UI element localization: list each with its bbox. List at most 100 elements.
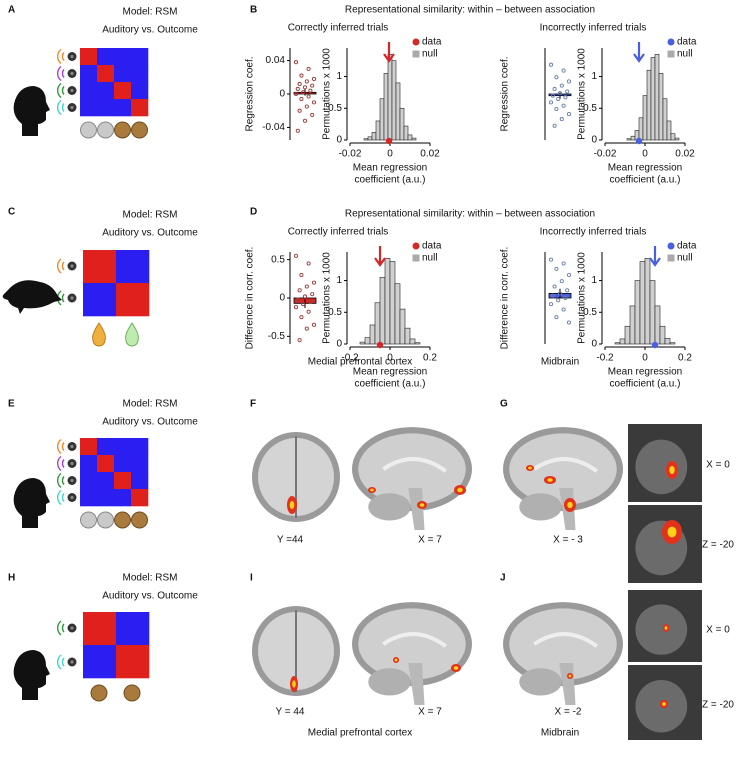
legend-marker <box>667 242 675 250</box>
data-point <box>299 315 304 320</box>
brain-slice <box>519 668 562 696</box>
legend-marker <box>412 50 420 58</box>
matrix-cell <box>114 438 132 456</box>
data-point <box>561 68 566 73</box>
histogram-bar <box>379 98 385 141</box>
observed-dot <box>376 341 384 349</box>
activation <box>664 626 668 630</box>
panel-letter: J <box>500 573 506 584</box>
data-point <box>559 279 564 284</box>
y-tick-label: -0.04 <box>262 122 285 133</box>
region-caption: Medial prefrontal cortex <box>308 728 413 739</box>
rat-icon <box>2 280 62 314</box>
y-tick-label: 0.5 <box>328 103 342 114</box>
sound-wave <box>61 442 65 451</box>
corpus-callosum <box>382 632 447 648</box>
legend-marker <box>667 254 675 262</box>
speaker-icon <box>70 626 74 630</box>
data-point <box>548 62 554 67</box>
y-tick-label: 0 <box>279 293 285 304</box>
matrix-cell <box>114 455 132 473</box>
coin-icon <box>80 511 97 529</box>
activation <box>528 466 532 470</box>
histogram-bar <box>363 138 369 141</box>
data-point <box>566 112 572 117</box>
brain-stem <box>408 663 425 705</box>
y-axis-label: Permutations x 1000 <box>322 252 333 344</box>
legend-label: null <box>422 49 438 60</box>
histogram-bar <box>650 57 656 141</box>
data-point <box>295 86 300 92</box>
brain-stem <box>408 488 425 530</box>
data-point <box>548 257 554 262</box>
data-point <box>552 284 557 289</box>
matrix-cell <box>97 438 115 456</box>
x-tick-label: 0.02 <box>675 149 695 160</box>
slice-label: X = - 3 <box>553 535 583 546</box>
matrix-cell <box>114 65 132 83</box>
matrix-cell <box>97 472 115 490</box>
data-point <box>311 322 317 327</box>
speaker-icon <box>70 461 74 466</box>
histogram-bar <box>639 261 646 345</box>
data-point <box>552 123 557 128</box>
legend-label: null <box>677 253 693 264</box>
data-point <box>556 96 561 102</box>
legend-marker <box>412 254 420 262</box>
speaker-icon <box>70 444 74 449</box>
drop-icon <box>92 322 106 347</box>
y-tick-label: 0 <box>279 89 285 100</box>
legend-marker <box>667 50 675 58</box>
x-tick-label: 0 <box>387 353 393 364</box>
x-tick-label: 0 <box>387 149 393 160</box>
activation <box>667 526 677 538</box>
data-point <box>301 90 306 95</box>
legend-marker <box>667 38 675 46</box>
matrix-cell <box>131 472 149 490</box>
sound-wave <box>57 438 62 455</box>
y-axis-label: Permutations x 1000 <box>577 252 588 344</box>
matrix-cell <box>131 455 149 473</box>
histogram-bar <box>403 125 409 141</box>
sound-wave <box>57 48 62 65</box>
y-tick-label: 1 <box>336 275 342 286</box>
panel-letter: D <box>250 207 257 218</box>
histogram-bar <box>646 69 652 141</box>
histogram-bar <box>399 107 405 141</box>
speaker-icon <box>70 71 74 76</box>
corpus-callosum <box>533 457 598 473</box>
inset-label: Z = -20 <box>702 700 734 711</box>
matrix-cell <box>116 250 150 284</box>
x-tick-label: -0.2 <box>596 353 614 364</box>
data-point <box>311 100 317 105</box>
histogram-bar <box>630 135 636 141</box>
data-point <box>301 302 306 307</box>
slice-label: X = 7 <box>418 707 442 718</box>
histogram-bar <box>369 324 376 345</box>
sound-wave <box>57 258 62 274</box>
histogram-bar <box>359 341 366 345</box>
y-axis-label: Permutations x 1000 <box>577 48 588 140</box>
inset-label: Z = -20 <box>702 540 734 551</box>
y-axis-label: Regression coef. <box>245 56 256 131</box>
data-point <box>295 128 300 133</box>
histogram-bar <box>394 283 401 345</box>
activation <box>394 658 398 662</box>
matrix-cell <box>131 82 149 100</box>
slice-label: X = 7 <box>418 535 442 546</box>
matrix-cell <box>97 99 115 117</box>
activation <box>419 503 425 507</box>
coin-icon <box>123 684 141 702</box>
brain-slice <box>519 493 562 521</box>
histogram-bar <box>624 325 631 345</box>
observed-arrow <box>649 246 661 267</box>
histogram-bar <box>379 277 386 345</box>
speaker-icon <box>70 296 74 300</box>
matrix-cell <box>80 48 98 66</box>
y-tick-label: 0 <box>591 135 597 146</box>
histogram-bar <box>384 258 391 345</box>
group-heading: Incorrectly inferred trials <box>540 227 647 238</box>
panel-letter: F <box>250 399 256 410</box>
y-tick-label: 0.04 <box>266 55 286 66</box>
